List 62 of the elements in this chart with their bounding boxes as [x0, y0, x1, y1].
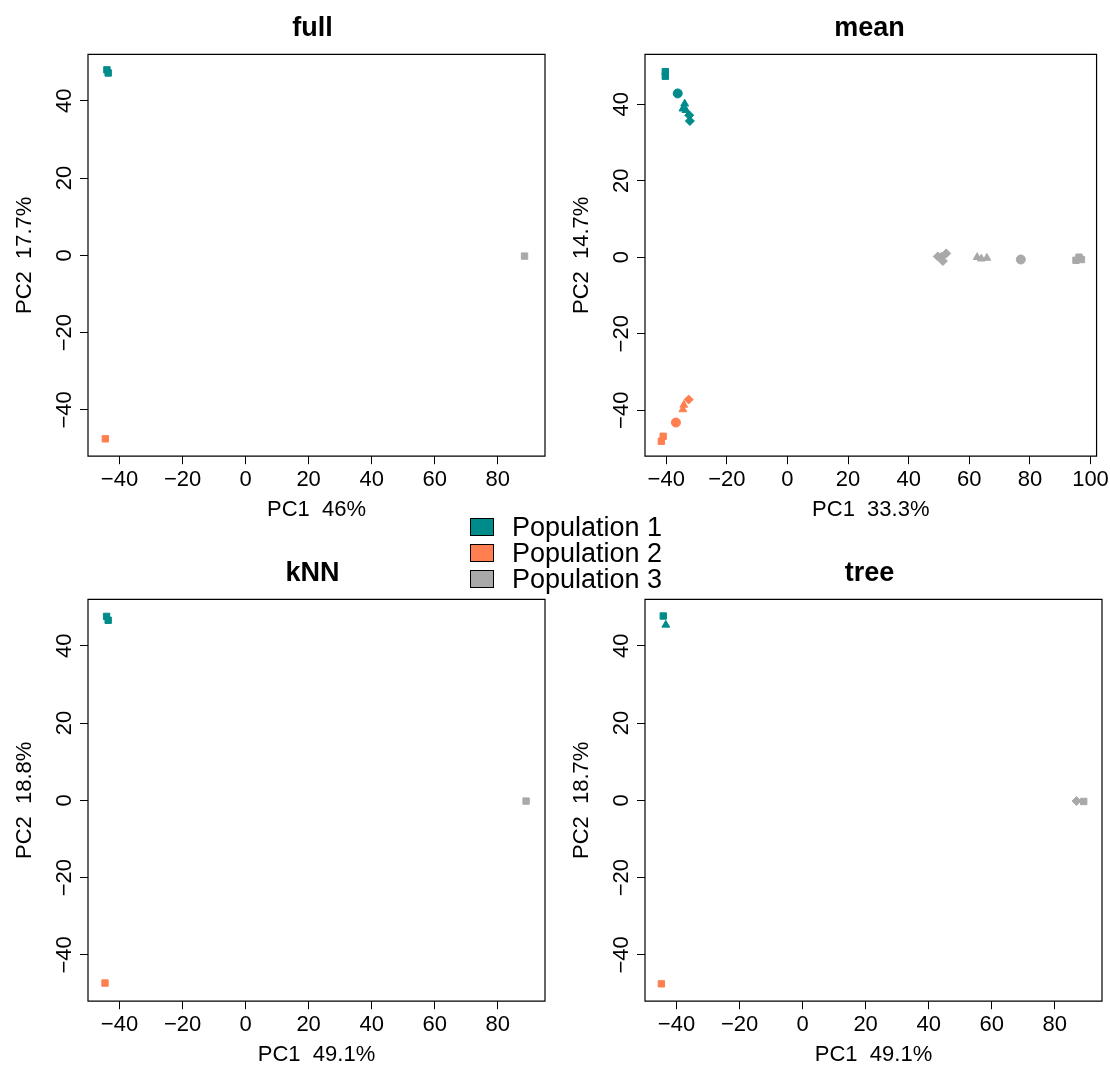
- y-tick-label: 20: [608, 710, 634, 736]
- y-tick-label: 20: [51, 165, 77, 191]
- chart-title: mean: [834, 11, 905, 42]
- x-tick-label: 0: [239, 1011, 252, 1037]
- x-tick-label: 20: [296, 466, 321, 492]
- x-tick-label: 20: [296, 1011, 321, 1037]
- x-tick-label: 40: [359, 466, 384, 492]
- x-axis-title: PC1 49.1%: [257, 1040, 376, 1066]
- x-tick-label: 40: [916, 1011, 941, 1037]
- y-tick-label: −20: [608, 858, 634, 897]
- y-tick-label: 40: [608, 91, 634, 117]
- x-axis-title: PC1 46%: [266, 495, 367, 521]
- x-tick-label: −20: [163, 1011, 202, 1037]
- y-axis-title: PC2 14.7%: [568, 196, 594, 314]
- y-tick-label: 20: [51, 710, 77, 736]
- y-tick-label: 40: [608, 633, 634, 658]
- x-tick-label: 80: [1042, 1011, 1067, 1037]
- x-tick-label: −40: [657, 1011, 696, 1037]
- x-tick-label: 40: [359, 1011, 384, 1037]
- x-tick-label: 60: [979, 1011, 1004, 1037]
- x-tick-label: −20: [163, 466, 202, 492]
- y-tick-label: −20: [51, 858, 77, 897]
- x-axis-title: PC1 49.1%: [814, 1040, 933, 1066]
- chart-title: tree: [844, 556, 895, 587]
- y-axis-title: PC2 18.7%: [568, 741, 594, 859]
- x-tick-label: −40: [100, 1011, 139, 1037]
- x-tick-label: 0: [239, 466, 252, 492]
- y-tick-label: −40: [608, 936, 634, 974]
- x-tick-label: −20: [708, 466, 746, 492]
- x-tick-label: 60: [422, 1011, 447, 1037]
- x-tick-label: 0: [796, 1011, 809, 1037]
- y-tick-label: 40: [51, 88, 77, 113]
- chart-title: kNN: [285, 556, 340, 587]
- x-tick-label: 80: [485, 466, 510, 492]
- x-tick-label: 0: [781, 466, 794, 492]
- y-tick-label: −40: [608, 391, 634, 429]
- y-axis-title: PC2 17.7%: [11, 196, 37, 314]
- y-tick-label: 0: [51, 249, 77, 262]
- x-tick-label: −40: [100, 466, 139, 492]
- y-tick-label: −40: [51, 391, 77, 429]
- legend-label: Population 1: [512, 512, 663, 542]
- y-tick-label: −20: [51, 313, 77, 352]
- x-tick-label: 20: [835, 466, 861, 492]
- y-tick-label: 40: [51, 633, 77, 658]
- y-tick-label: 0: [51, 794, 77, 807]
- x-tick-label: 40: [896, 466, 921, 492]
- x-tick-label: −20: [720, 1011, 759, 1037]
- x-tick-label: 60: [422, 466, 447, 492]
- x-tick-label: 80: [485, 1011, 510, 1037]
- x-tick-label: 100: [1072, 466, 1109, 492]
- y-tick-label: −20: [608, 315, 634, 353]
- chart-title: full: [292, 11, 333, 42]
- x-tick-label: −40: [647, 466, 685, 492]
- x-tick-label: 20: [853, 1011, 878, 1037]
- x-tick-label: 80: [1017, 466, 1043, 492]
- y-tick-label: 0: [608, 794, 634, 807]
- x-axis-title: PC1 33.3%: [812, 495, 930, 521]
- y-tick-label: 0: [608, 251, 634, 264]
- y-tick-label: 20: [608, 168, 634, 193]
- y-tick-label: −40: [51, 936, 77, 974]
- x-tick-label: 60: [957, 466, 982, 492]
- y-axis-title: PC2 18.8%: [11, 741, 37, 859]
